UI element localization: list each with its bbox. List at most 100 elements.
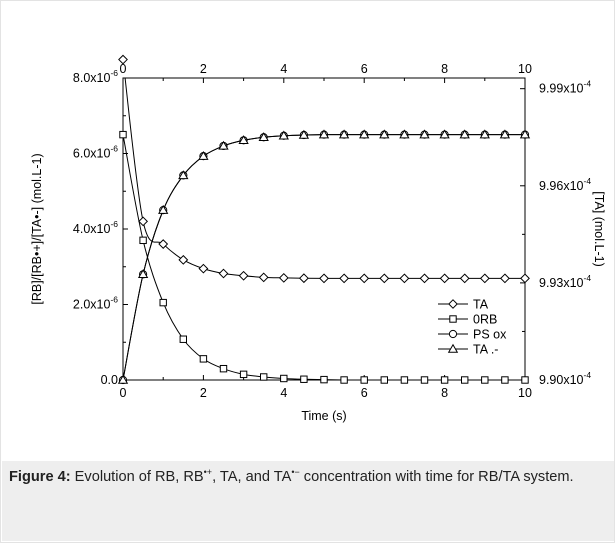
- series-0rb: [119, 130, 529, 384]
- y-left-tick-label: 2.0x10-6: [73, 295, 118, 312]
- legend-marker-circle: [448, 329, 458, 339]
- legend-label: 0RB: [473, 313, 497, 327]
- y-right-tick-label: 9.96x10-4: [539, 176, 591, 193]
- data-point-diamond: [298, 273, 309, 284]
- x-tick-label-top: 0: [120, 62, 127, 76]
- data-point-triangle: [318, 129, 330, 139]
- data-point-diamond: [158, 239, 169, 249]
- data-point-diamond: [459, 273, 470, 284]
- figure-caption: Figure 4: Evolution of RB, RB•+, TA, and…: [2, 461, 614, 541]
- x-tick-label-top: 10: [518, 62, 532, 76]
- data-point-triangle: [218, 140, 229, 150]
- caption-sup-b: •−: [291, 467, 300, 477]
- y-left-tick-label: 4.0x10-6: [73, 219, 118, 236]
- data-point-diamond: [419, 273, 430, 284]
- legend-marker-diamond: [448, 299, 458, 309]
- data-point-diamond: [379, 273, 390, 284]
- y-right-tick-label: 9.90x10-4: [539, 370, 591, 387]
- series-line: [124, 78, 525, 279]
- data-point-square: [400, 376, 409, 384]
- data-point-diamond: [439, 273, 450, 284]
- data-point-square: [179, 335, 188, 343]
- data-point-triangle: [278, 130, 289, 140]
- data-point-square: [320, 375, 328, 384]
- data-point-triangle: [419, 129, 430, 139]
- y-left-tick-label: 8.0x10-6: [73, 68, 118, 85]
- caption-text-a: Evolution of RB, RB: [70, 469, 204, 485]
- legend-marker-triangle: [447, 343, 459, 353]
- data-point-triangle: [298, 129, 310, 139]
- data-point-square: [239, 370, 248, 379]
- data-point-diamond: [278, 272, 289, 283]
- data-point-triangle: [519, 129, 531, 139]
- legend-label: TA .-: [473, 343, 498, 357]
- x-tick-label-top: 4: [280, 62, 287, 76]
- y-right-tick-label: 9.93x10-4: [539, 273, 591, 290]
- x-tick-label-bottom: 0: [120, 386, 127, 400]
- x-tick-label-top: 6: [361, 62, 368, 76]
- data-point-square: [481, 376, 489, 384]
- data-point-diamond: [359, 273, 370, 284]
- legend-label: TA: [473, 298, 489, 312]
- legend-marker-square: [449, 315, 457, 323]
- data-point-diamond: [479, 273, 490, 284]
- x-tick-label-bottom: 8: [441, 386, 448, 400]
- data-point-triangle: [137, 269, 149, 278]
- data-point-diamond: [178, 254, 189, 265]
- data-point-triangle: [178, 170, 189, 180]
- data-point-square: [139, 236, 147, 245]
- data-point-diamond: [258, 272, 269, 283]
- data-point-triangle: [158, 204, 169, 214]
- caption-sup-a: •+: [203, 467, 213, 477]
- data-point-triangle: [439, 129, 450, 139]
- data-point-triangle: [338, 129, 350, 139]
- y-left-axis-title: [RB]/[RB•+]/[TA•-] (mol.L-1): [30, 153, 44, 304]
- data-point-square: [280, 374, 288, 383]
- legend-label: PS ox: [473, 328, 507, 342]
- x-tick-label-bottom: 6: [361, 386, 368, 400]
- y-left-tick-label: 0.0: [101, 373, 118, 387]
- data-point-square: [159, 298, 167, 307]
- data-point-diamond: [319, 273, 329, 284]
- data-point-square: [521, 376, 529, 384]
- x-tick-label-bottom: 4: [280, 386, 287, 400]
- data-point-triangle: [198, 150, 209, 160]
- series-ps-ox: [118, 130, 530, 385]
- data-point-square: [219, 364, 228, 373]
- data-point-diamond: [118, 54, 128, 65]
- plot-frame: [122, 77, 526, 381]
- data-point-square: [119, 130, 127, 139]
- x-axis-title: Time (s): [301, 409, 346, 423]
- data-point-triangle: [399, 129, 410, 139]
- data-point-square: [340, 376, 348, 384]
- data-point-diamond: [138, 216, 149, 227]
- x-tick-label-bottom: 2: [200, 386, 207, 400]
- data-point-square: [199, 355, 208, 363]
- data-point-triangle: [459, 129, 470, 139]
- y-right-tick-label: 9.99x10-4: [539, 79, 591, 96]
- x-tick-label-top: 2: [200, 62, 207, 76]
- series-ta: [118, 54, 530, 284]
- data-point-square: [360, 376, 368, 384]
- y-right-axis-title: [TA] (mol.L-1): [592, 191, 606, 266]
- data-point-triangle: [379, 129, 390, 139]
- data-point-square: [380, 376, 389, 384]
- x-tick-label-top: 8: [441, 62, 448, 76]
- data-point-square: [501, 376, 509, 384]
- caption-text-b: , TA, and TA: [212, 469, 292, 485]
- data-point-diamond: [218, 268, 229, 279]
- data-point-square: [420, 376, 429, 384]
- data-point-diamond: [198, 263, 209, 274]
- data-point-square: [260, 373, 268, 381]
- data-point-diamond: [238, 270, 249, 281]
- data-point-diamond: [339, 273, 350, 284]
- caption-text-c: concentration with time for RB/TA system…: [299, 469, 574, 485]
- data-point-triangle: [238, 135, 249, 144]
- chart: 0 0 2 2 4 4 6 6 8 8 10 10 0.0 2.0x10-6 4.0x10-6 6.0x10-…: [30, 54, 606, 423]
- data-point-triangle: [117, 374, 129, 384]
- data-point-square: [440, 376, 449, 384]
- data-point-triangle: [359, 129, 370, 139]
- data-point-square: [461, 376, 469, 384]
